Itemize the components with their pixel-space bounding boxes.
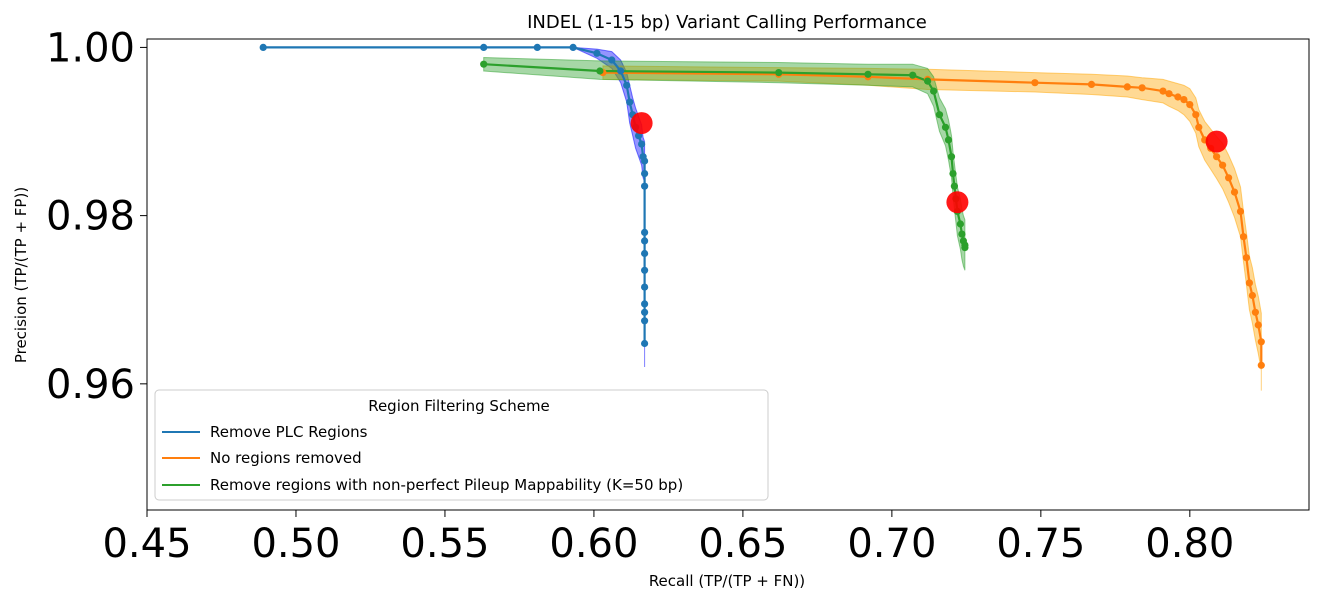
point-series-0 <box>617 67 625 75</box>
highlight-series-2 <box>946 191 969 214</box>
x-tick-label: 0.65 <box>698 521 787 567</box>
point-series-1 <box>1225 174 1233 182</box>
point-series-1 <box>1254 321 1262 329</box>
legend: Region Filtering Scheme Remove PLC Regio… <box>154 389 769 501</box>
y-tick-label: 0.98 <box>46 194 135 240</box>
point-series-1 <box>1192 111 1200 119</box>
point-series-0 <box>641 157 649 165</box>
point-series-2 <box>949 170 957 178</box>
x-tick-label: 0.50 <box>251 521 340 567</box>
point-series-0 <box>569 43 577 52</box>
legend-box <box>154 389 769 501</box>
point-series-2 <box>941 123 950 131</box>
point-series-0 <box>641 283 649 291</box>
point-series-2 <box>909 71 917 79</box>
y-tick-label: 1.00 <box>46 25 135 71</box>
y-tick-label: 0.96 <box>46 362 135 408</box>
point-series-2 <box>944 136 953 144</box>
point-series-0 <box>626 98 634 106</box>
point-series-1 <box>1257 338 1265 346</box>
x-tick-label: 0.80 <box>1145 521 1234 567</box>
point-series-1 <box>1195 123 1203 131</box>
point-series-1 <box>1165 90 1173 98</box>
point-series-2 <box>947 153 956 161</box>
series-points <box>259 43 1265 369</box>
point-series-1 <box>1159 87 1167 95</box>
point-series-1 <box>1248 291 1256 300</box>
x-tick-label: 0.60 <box>549 521 638 567</box>
x-axis-label: Recall (TP/(TP + FN)) <box>649 572 805 590</box>
highlight-series-1 <box>1205 130 1228 153</box>
point-series-1 <box>1213 153 1221 161</box>
legend-label-remove-plc: Remove PLC Regions <box>210 423 368 441</box>
point-series-2 <box>480 60 488 68</box>
x-tick-label: 0.70 <box>847 521 936 567</box>
point-series-1 <box>1257 361 1265 369</box>
point-series-1 <box>1123 83 1131 91</box>
point-series-2 <box>924 77 932 85</box>
point-series-1 <box>1186 101 1194 109</box>
x-tick-label: 0.45 <box>102 521 191 567</box>
point-series-1 <box>1087 80 1096 88</box>
axes-frame <box>146 38 1310 511</box>
point-series-0 <box>638 140 646 148</box>
point-series-0 <box>593 49 601 57</box>
point-series-0 <box>533 43 541 52</box>
point-series-2 <box>958 230 966 238</box>
point-series-2 <box>596 67 604 75</box>
point-series-1 <box>1236 207 1245 215</box>
point-series-0 <box>641 308 649 316</box>
point-series-0 <box>480 43 488 52</box>
band-series-1 <box>602 65 1262 391</box>
plot-area <box>259 43 1265 391</box>
legend-label-no-regions: No regions removed <box>210 449 362 467</box>
point-series-1 <box>1174 93 1182 101</box>
point-series-0 <box>641 300 649 308</box>
point-series-2 <box>935 111 944 119</box>
point-series-1 <box>1031 79 1039 87</box>
point-series-1 <box>1180 96 1188 104</box>
x-tick-label: 0.75 <box>996 521 1085 567</box>
point-series-2 <box>775 69 783 77</box>
point-series-2 <box>961 244 969 252</box>
point-series-1 <box>1239 233 1248 241</box>
point-series-0 <box>641 249 649 258</box>
x-tick-label: 0.55 <box>400 521 489 567</box>
point-series-0 <box>641 317 649 325</box>
point-series-1 <box>1251 308 1259 316</box>
point-series-2 <box>956 220 965 228</box>
point-series-0 <box>623 81 631 89</box>
point-series-2 <box>864 70 872 78</box>
point-series-2 <box>930 87 938 95</box>
chart-title: INDEL (1-15 bp) Variant Calling Performa… <box>527 12 927 33</box>
point-series-0 <box>608 56 616 64</box>
point-series-0 <box>641 182 649 190</box>
point-series-0 <box>641 237 649 245</box>
legend-label-pileup-mappability: Remove regions with non-perfect Pileup M… <box>210 476 683 494</box>
point-series-0 <box>641 228 649 236</box>
point-series-1 <box>1230 188 1239 196</box>
point-series-0 <box>259 43 267 52</box>
highlight-points <box>630 112 1228 214</box>
point-series-0 <box>641 339 649 348</box>
point-series-0 <box>641 170 649 178</box>
point-series-1 <box>1245 279 1253 287</box>
axes: 0.45 0.50 0.55 0.60 0.65 0.70 0.75 0.80 0.96 0.98… <box>46 25 1310 567</box>
point-series-1 <box>1242 254 1250 262</box>
point-series-1 <box>1138 84 1146 92</box>
point-series-0 <box>641 266 649 274</box>
point-series-1 <box>1219 161 1227 169</box>
point-series-2 <box>950 182 959 190</box>
legend-title: Region Filtering Scheme <box>368 397 550 415</box>
y-axis-label: Precision (TP/(TP + FP)) <box>12 187 30 363</box>
highlight-series-0 <box>630 112 653 135</box>
